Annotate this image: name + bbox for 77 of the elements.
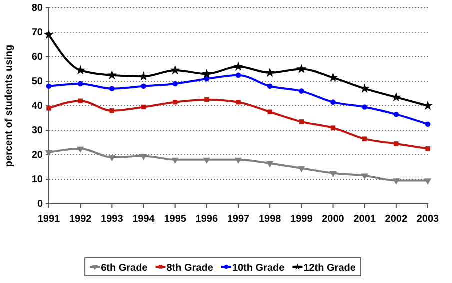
point	[362, 136, 368, 142]
x-tick-label: 1996	[196, 214, 218, 225]
point	[108, 155, 116, 162]
point	[45, 150, 53, 157]
y-tick-label: 0	[37, 199, 44, 210]
point	[236, 72, 242, 78]
point	[44, 30, 54, 40]
point	[392, 178, 400, 185]
point	[107, 70, 118, 80]
point	[299, 88, 304, 94]
point	[76, 65, 86, 75]
point	[299, 120, 304, 124]
point	[423, 100, 433, 110]
point	[141, 104, 146, 110]
point	[46, 106, 52, 111]
point	[204, 76, 210, 82]
point	[172, 100, 178, 105]
point	[268, 110, 272, 114]
y-tick-label: 10	[32, 174, 44, 186]
point	[425, 122, 431, 128]
point	[426, 146, 430, 152]
x-tick-label: 1994	[132, 214, 156, 225]
point	[296, 64, 307, 74]
y-tick-label: 70	[32, 28, 44, 39]
point	[265, 68, 275, 78]
point	[140, 154, 148, 160]
x-tick-label: 1995	[164, 214, 187, 225]
point	[172, 81, 178, 87]
y-tick-label: 20	[32, 150, 44, 162]
point	[234, 62, 244, 71]
legend-label: 12th Grade	[304, 263, 356, 274]
point	[234, 158, 242, 164]
x-tick-label: 1992	[69, 214, 92, 225]
x-tick-label: 2002	[385, 214, 408, 225]
x-tick-label: 1997	[227, 214, 250, 225]
point	[330, 171, 337, 178]
point	[361, 174, 368, 180]
point	[394, 142, 399, 146]
x-tick-label: 2001	[354, 214, 376, 225]
point	[110, 108, 115, 114]
point	[330, 126, 336, 130]
y-tick-label: 60	[32, 52, 44, 64]
x-tick-label: 1993	[101, 214, 124, 225]
y-tick-label: 50	[32, 76, 44, 88]
point	[267, 84, 273, 90]
point	[392, 92, 402, 102]
point	[78, 98, 83, 104]
point	[424, 178, 432, 185]
point	[202, 68, 212, 78]
point	[46, 84, 52, 90]
x-tick-label: 1999	[290, 214, 314, 225]
point	[170, 65, 180, 75]
y-tick-label: 40	[32, 101, 44, 112]
y-tick-label: 80	[32, 3, 44, 14]
legend-label: 8th Grade	[166, 263, 214, 274]
point	[172, 158, 179, 164]
y-axis-title: percent of students using	[4, 44, 15, 168]
x-tick-label: 2000	[322, 214, 345, 225]
point	[330, 100, 336, 105]
point	[204, 98, 210, 102]
point	[77, 146, 84, 153]
point	[141, 84, 146, 90]
point	[266, 162, 274, 168]
legend-label: 6th Grade	[101, 263, 148, 274]
x-tick-label: 2003	[416, 214, 440, 225]
point	[298, 166, 306, 173]
x-tick-label: 1998	[258, 214, 282, 225]
point	[78, 81, 84, 87]
x-tick-label: 1991	[38, 214, 61, 225]
point	[110, 86, 115, 92]
y-tick-label: 30	[32, 126, 44, 137]
point	[394, 112, 400, 118]
legend-label: 10th Grade	[232, 263, 286, 274]
point	[203, 158, 210, 164]
point	[236, 100, 241, 105]
point	[138, 71, 149, 81]
point	[362, 104, 368, 110]
